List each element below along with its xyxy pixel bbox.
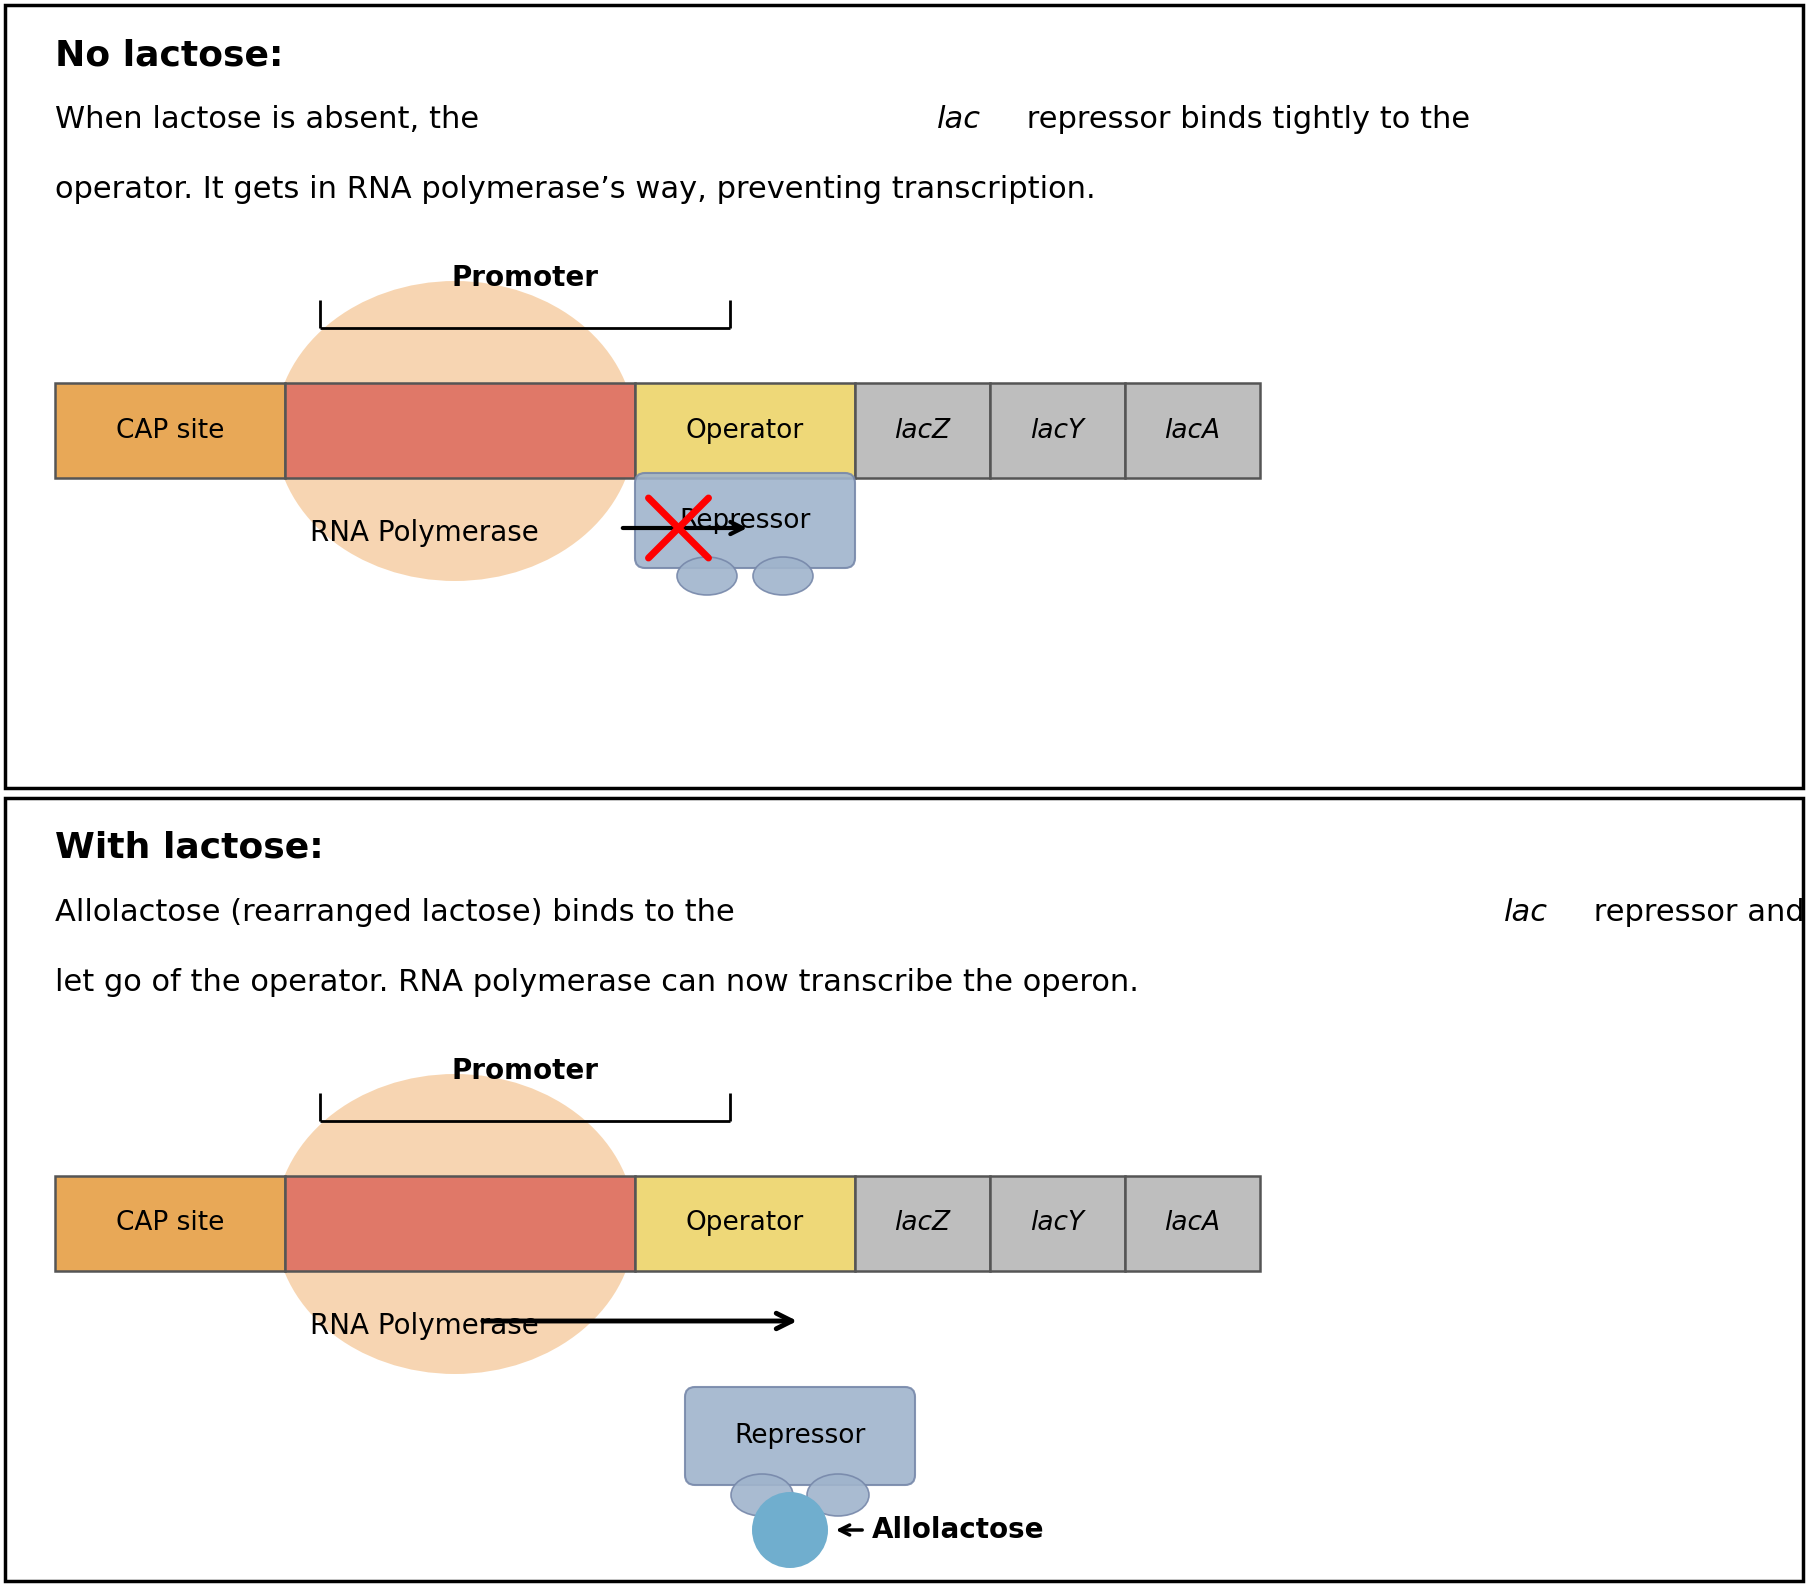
Text: RNA Polymerase: RNA Polymerase: [309, 519, 538, 547]
Text: lacZ: lacZ: [894, 1210, 950, 1237]
Text: Promoter: Promoter: [452, 263, 598, 292]
FancyBboxPatch shape: [286, 1175, 634, 1270]
FancyBboxPatch shape: [1124, 382, 1259, 477]
FancyBboxPatch shape: [855, 382, 990, 477]
Text: No lactose:: No lactose:: [54, 38, 284, 71]
Text: lac: lac: [1503, 898, 1547, 926]
Text: Promoter: Promoter: [452, 1056, 598, 1085]
Text: repressor and makes it: repressor and makes it: [1583, 898, 1807, 926]
FancyBboxPatch shape: [286, 382, 634, 477]
Text: When lactose is absent, the: When lactose is absent, the: [54, 105, 488, 133]
Ellipse shape: [676, 557, 737, 595]
Text: lacA: lacA: [1164, 1210, 1220, 1237]
Text: With lactose:: With lactose:: [54, 831, 323, 864]
Text: repressor binds tightly to the: repressor binds tightly to the: [1017, 105, 1469, 133]
Text: Operator: Operator: [685, 1210, 804, 1237]
FancyBboxPatch shape: [634, 1175, 855, 1270]
FancyBboxPatch shape: [855, 1175, 990, 1270]
Ellipse shape: [275, 281, 634, 580]
FancyBboxPatch shape: [990, 1175, 1124, 1270]
Text: Operator: Operator: [685, 417, 804, 444]
Text: Allolactose: Allolactose: [871, 1516, 1044, 1545]
Text: CAP site: CAP site: [116, 1210, 224, 1237]
FancyBboxPatch shape: [634, 473, 855, 568]
Ellipse shape: [752, 1492, 828, 1569]
Text: CAP site: CAP site: [116, 417, 224, 444]
Text: RNA Polymerase: RNA Polymerase: [309, 1312, 538, 1340]
Text: lacZ: lacZ: [894, 417, 950, 444]
Text: Allolactose (rearranged lactose) binds to the: Allolactose (rearranged lactose) binds t…: [54, 898, 744, 926]
Text: let go of the operator. RNA polymerase can now transcribe the operon.: let go of the operator. RNA polymerase c…: [54, 967, 1138, 998]
Text: Repressor: Repressor: [734, 1423, 866, 1450]
FancyBboxPatch shape: [54, 1175, 286, 1270]
Ellipse shape: [275, 1074, 634, 1373]
Text: lacY: lacY: [1030, 417, 1084, 444]
FancyBboxPatch shape: [685, 1388, 914, 1484]
Ellipse shape: [806, 1473, 869, 1516]
Text: lacY: lacY: [1030, 1210, 1084, 1237]
Text: lac: lac: [936, 105, 981, 133]
Text: Repressor: Repressor: [679, 508, 810, 533]
Ellipse shape: [730, 1473, 793, 1516]
Ellipse shape: [752, 557, 813, 595]
FancyBboxPatch shape: [990, 382, 1124, 477]
Text: lacA: lacA: [1164, 417, 1220, 444]
FancyBboxPatch shape: [634, 382, 855, 477]
Text: operator. It gets in RNA polymerase’s way, preventing transcription.: operator. It gets in RNA polymerase’s wa…: [54, 174, 1095, 205]
FancyBboxPatch shape: [54, 382, 286, 477]
FancyBboxPatch shape: [1124, 1175, 1259, 1270]
